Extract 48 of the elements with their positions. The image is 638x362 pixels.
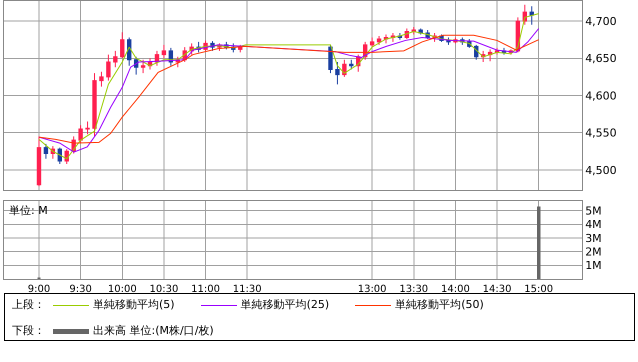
candlestick [488,48,492,62]
candlestick [85,121,90,135]
candlestick [44,143,48,160]
x-tick-label: 9:30 [69,284,92,295]
candlestick [58,147,62,164]
candlestick [162,44,166,59]
x-tick-label: 11:30 [232,284,262,295]
x-tick-label: 13:30 [399,284,428,295]
candlestick [106,54,111,82]
candlestick [342,59,347,78]
x-tick-label: 15:00 [524,284,554,295]
y-tick-label: 2M [585,245,602,258]
candlestick [530,6,534,26]
x-tick-label: 11:00 [191,284,220,295]
candlestick [140,59,146,74]
y-tick-label: 4,700 [585,14,617,28]
candlestick [78,124,83,144]
x-tick-label: 14:00 [440,284,470,295]
x-tick-label: 10:00 [108,284,137,295]
candlestick [376,35,382,46]
y-tick-label: 4,500 [585,164,617,177]
candlestick [36,136,42,187]
candlestick [335,62,340,85]
y-tick-label: 1M [585,259,602,272]
candlestick [349,59,354,70]
y-tick-label: 4,600 [585,89,617,102]
annotation: 単位: M [9,204,48,217]
candlestick [92,72,97,137]
candlestick [120,32,124,59]
y-tick-label: 5M [585,204,602,218]
x-tick-label: 10:30 [149,284,178,295]
x-tick-label: 14:30 [482,284,512,295]
x-tick-label: 13:00 [358,284,387,295]
x-tick-label: 9:00 [28,284,50,295]
y-tick-label: 4,550 [585,126,617,140]
candlestick [113,50,118,68]
candlestick [127,36,132,66]
legend-title: 下段： [12,324,45,338]
legend-label: 単純移動平均(50) [395,298,484,312]
legend-label: 単純移動平均(5) [93,298,175,312]
candlestick [99,71,104,88]
legend-label: 単純移動平均(25) [240,298,330,312]
y-tick-label: 3M [585,232,602,245]
legend-label: 出来高 単位:(M株/口/枚) [93,324,214,338]
y-tick-label: 4M [585,218,602,232]
candlestick [370,36,374,48]
legend-title: 上段： [12,298,45,312]
y-tick-label: 4,650 [585,52,617,66]
